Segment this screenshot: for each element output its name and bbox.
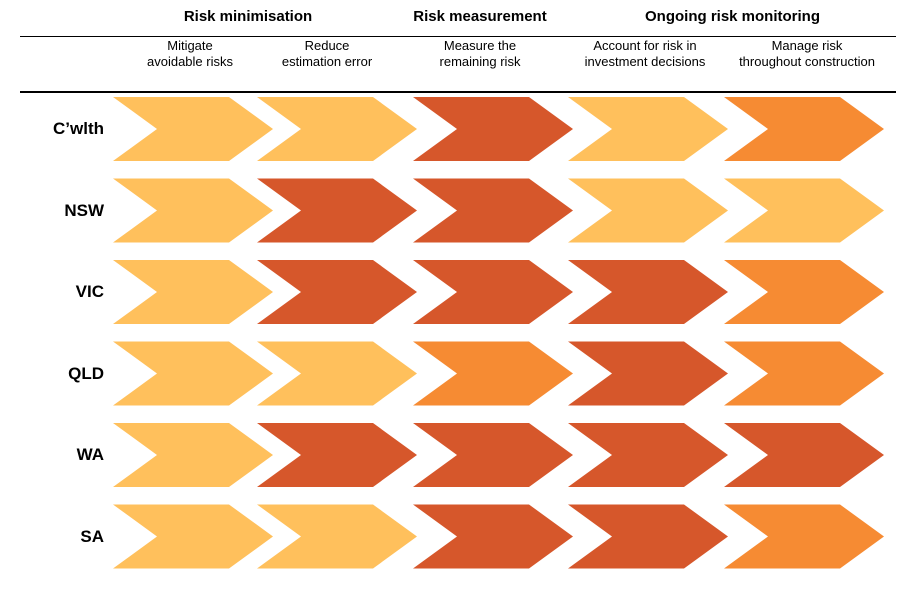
chevron-cell <box>568 178 728 243</box>
chevron-cell <box>568 260 728 324</box>
chevron-cell <box>724 504 884 569</box>
chevron-cell <box>568 423 728 487</box>
row-label: NSW <box>64 200 104 220</box>
stage-label-measure: Measure the remaining risk <box>400 38 560 78</box>
chevron-cell <box>113 260 273 324</box>
stage-label-line: Account for risk in <box>593 38 697 53</box>
chevron-cell <box>568 341 728 406</box>
row-label: QLD <box>68 363 104 383</box>
stage-label-mitigate: Mitigate avoidable risks <box>110 38 270 78</box>
stage-label-line: remaining risk <box>439 54 521 69</box>
stage-label-line: investment decisions <box>584 54 706 69</box>
chevron-cell <box>413 178 573 243</box>
row-label: C’wlth <box>53 119 104 138</box>
group-title-risk-measurement: Risk measurement <box>413 8 547 25</box>
chevron-cell <box>113 341 273 406</box>
chevron-cell <box>257 260 417 324</box>
row-label: SA <box>80 526 104 546</box>
chevron-cell <box>257 341 417 406</box>
chevron-cell <box>113 423 273 487</box>
chevron-cell <box>724 97 884 161</box>
stage-label-reduce: Reduce estimation error <box>247 38 407 78</box>
chevron-cell <box>413 260 573 324</box>
chevron-cell <box>568 504 728 569</box>
stage-label-line: Manage risk <box>771 38 843 53</box>
group-title-risk-minimisation: Risk minimisation <box>183 8 313 25</box>
stage-label-line: estimation error <box>281 54 373 69</box>
stage-label-line: Mitigate <box>167 38 213 53</box>
chevron-cell <box>257 97 417 161</box>
chevron-cell <box>413 504 573 569</box>
chevron-cell <box>413 97 573 161</box>
stage-label-manage: Manage risk throughout construction <box>717 38 897 78</box>
stage-label-line: throughout construction <box>739 54 875 69</box>
chevron-cell <box>113 178 273 243</box>
header-top-rule <box>20 36 896 37</box>
chevron-cell <box>724 178 884 243</box>
chevron-cell <box>113 504 273 569</box>
chevron-cell <box>724 423 884 487</box>
row-label: VIC <box>75 282 104 301</box>
chevron-cell <box>257 504 417 569</box>
stage-label-account: Account for risk in investment decisions <box>560 38 730 78</box>
chevron-cell <box>413 341 573 406</box>
group-title-ongoing-risk-monitoring: Ongoing risk monitoring <box>645 8 820 25</box>
chevron-cell <box>257 423 417 487</box>
chevron-cell <box>724 260 884 324</box>
chevron-cell <box>257 178 417 243</box>
chevron-cell <box>413 423 573 487</box>
chevron-cell <box>724 341 884 406</box>
header-bottom-rule <box>20 91 896 93</box>
stage-label-line: Measure the <box>443 38 517 53</box>
chevron-cell <box>568 97 728 161</box>
row-label: WA <box>76 445 104 464</box>
chevron-cell <box>113 97 273 161</box>
stage-label-line: avoidable risks <box>147 54 233 69</box>
stage-label-line: Reduce <box>304 38 350 53</box>
